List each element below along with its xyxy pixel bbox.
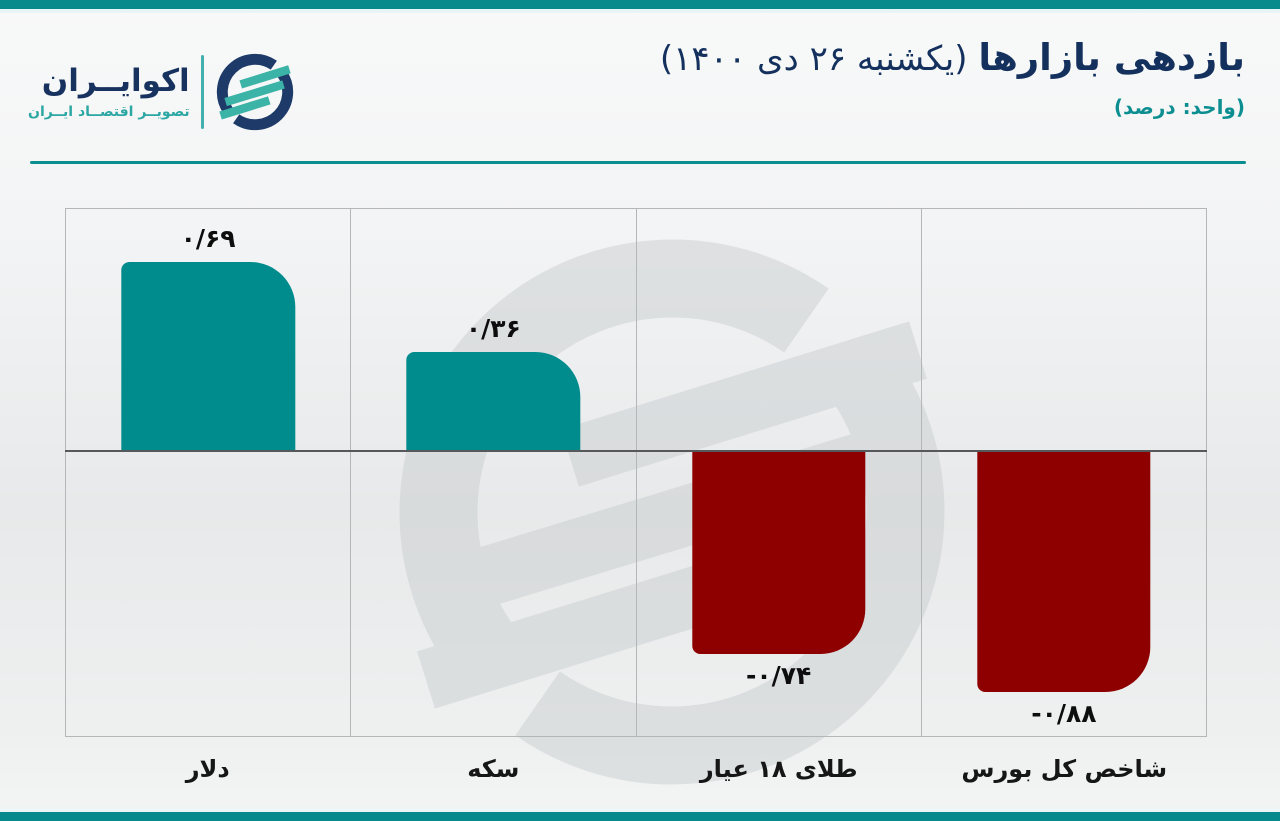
category-label-0: دلار [185, 755, 230, 783]
positive-bar-0 [121, 262, 295, 451]
page-title-bold: بازدهی بازارها [978, 36, 1245, 79]
value-label-3: -۰/۸۸ [1031, 699, 1097, 728]
page-title: بازدهی بازارها (یکشنبه ۲۶ دی ۱۴۰۰) [660, 36, 1245, 79]
plot-area: ۰/۶۹ ۰/۳۶ -۰/۷۴ -۰/۸۸ [65, 208, 1207, 737]
brand-logo: اکوایــران تصویــر اقتصــاد ایــران [28, 50, 297, 134]
category-label-1: سکه [467, 755, 520, 783]
negative-bar-2 [691, 451, 866, 654]
category-label-2: طلای ۱۸ عیار [699, 755, 858, 783]
positive-bar-1 [406, 352, 581, 451]
category-label-3: شاخص کل بورس [961, 755, 1168, 783]
negative-bar-3 [977, 451, 1151, 692]
unit-subtitle: (واحد: درصد) [1113, 95, 1245, 119]
brand-separator-line [200, 55, 204, 129]
value-label-0: ۰/۶۹ [180, 224, 236, 253]
chart-column-0: ۰/۶۹ [66, 209, 350, 736]
page-title-date: (یکشنبه ۲۶ دی ۱۴۰۰) [659, 39, 968, 79]
chart-column-3: -۰/۸۸ [920, 209, 1206, 736]
bottom-accent-glow [0, 807, 1280, 812]
ecoiran-logo-icon [216, 53, 293, 131]
category-labels-row: دلار سکه طلای ۱۸ عیار شاخص کل بورس [65, 740, 1207, 798]
top-accent-bar [0, 0, 1280, 9]
zero-baseline [65, 450, 1207, 452]
chart-column-1: ۰/۳۶ [350, 209, 635, 736]
bottom-accent-bar [0, 812, 1280, 821]
header-divider-line [30, 161, 1246, 164]
brand-tagline: تصویــر اقتصــاد ایــران [28, 103, 190, 120]
top-accent-glow [0, 9, 1280, 13]
brand-text: اکوایــران تصویــر اقتصــاد ایــران [28, 64, 190, 120]
chart-column-2: -۰/۷۴ [635, 209, 921, 736]
title-block: بازدهی بازارها (یکشنبه ۲۶ دی ۱۴۰۰) (واحد… [660, 36, 1245, 119]
value-label-2: -۰/۷۴ [745, 661, 812, 690]
brand-name: اکوایــران [41, 63, 190, 100]
value-label-1: ۰/۳۶ [465, 314, 521, 343]
